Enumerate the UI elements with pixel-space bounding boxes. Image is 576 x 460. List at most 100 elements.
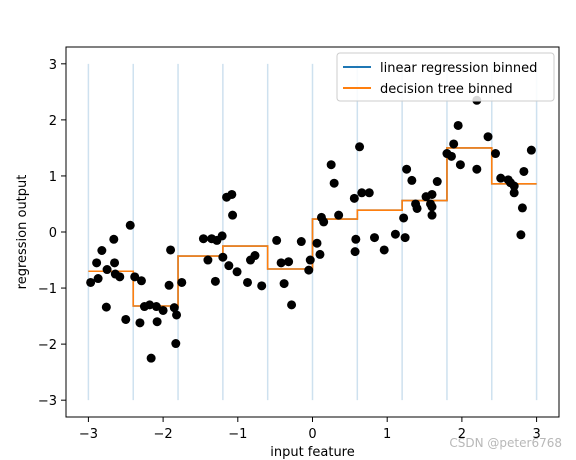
data-point-47 bbox=[287, 300, 297, 310]
data-point-28 bbox=[203, 255, 213, 265]
scatter-points bbox=[86, 95, 536, 363]
data-point-21 bbox=[164, 280, 174, 290]
data-point-83 bbox=[455, 160, 465, 170]
data-point-19 bbox=[152, 317, 162, 327]
data-point-10 bbox=[121, 314, 131, 324]
data-point-62 bbox=[357, 188, 367, 198]
data-point-70 bbox=[407, 175, 417, 185]
legend-box bbox=[336, 52, 555, 102]
y-axis-ticks: −3 −2 −1 0 1 2 3 bbox=[38, 58, 66, 409]
x-tick-label-2: −1 bbox=[228, 427, 247, 442]
data-point-13 bbox=[135, 318, 145, 328]
data-point-59 bbox=[350, 247, 360, 257]
watermark: CSDN @peter6768 bbox=[449, 436, 562, 450]
data-point-26 bbox=[177, 277, 187, 287]
data-point-46 bbox=[284, 257, 294, 267]
data-point-5 bbox=[102, 265, 112, 275]
data-point-30 bbox=[210, 276, 220, 286]
data-point-43 bbox=[272, 235, 282, 245]
data-point-66 bbox=[390, 229, 400, 239]
data-point-57 bbox=[334, 210, 344, 220]
data-point-25 bbox=[172, 310, 182, 320]
data-point-33 bbox=[218, 252, 228, 262]
legend: linear regression binned decision tree b… bbox=[336, 52, 555, 102]
y-tick-label-6: 3 bbox=[49, 58, 57, 73]
data-point-1 bbox=[92, 258, 102, 268]
data-point-23 bbox=[169, 303, 179, 313]
data-point-50 bbox=[305, 255, 315, 265]
data-point-16 bbox=[145, 300, 155, 310]
y-tick-label-0: −3 bbox=[38, 394, 57, 409]
data-point-60 bbox=[351, 234, 361, 244]
data-point-41 bbox=[250, 251, 260, 261]
legend-label-tree: decision tree binned bbox=[380, 82, 513, 97]
data-point-37 bbox=[228, 210, 238, 220]
y-tick-label-1: −2 bbox=[38, 338, 57, 353]
data-point-61 bbox=[355, 142, 365, 152]
data-point-24 bbox=[171, 339, 181, 349]
x-tick-label-5: 2 bbox=[458, 427, 466, 442]
data-point-94 bbox=[517, 203, 527, 213]
data-point-9 bbox=[115, 272, 125, 282]
data-point-2 bbox=[93, 274, 103, 284]
data-point-54 bbox=[319, 217, 329, 227]
y-axis-label: regression output bbox=[15, 175, 30, 290]
data-point-87 bbox=[491, 149, 501, 159]
data-point-48 bbox=[296, 237, 306, 247]
x-tick-label-3: 0 bbox=[308, 427, 316, 442]
y-tick-label-3: 0 bbox=[49, 226, 57, 241]
x-tick-label-4: 1 bbox=[383, 427, 391, 442]
data-point-64 bbox=[370, 233, 379, 243]
data-point-27 bbox=[198, 234, 208, 244]
data-point-52 bbox=[315, 249, 325, 259]
data-point-80 bbox=[446, 151, 456, 161]
data-point-88 bbox=[496, 173, 506, 183]
data-point-36 bbox=[227, 189, 237, 199]
data-point-91 bbox=[509, 181, 519, 191]
data-point-0 bbox=[86, 277, 96, 287]
x-tick-label-0: −3 bbox=[79, 427, 98, 442]
data-point-92 bbox=[509, 188, 519, 198]
data-point-93 bbox=[516, 230, 526, 240]
data-point-38 bbox=[232, 267, 242, 277]
data-point-63 bbox=[364, 188, 374, 198]
data-point-7 bbox=[110, 258, 120, 268]
data-point-11 bbox=[125, 220, 135, 230]
data-point-58 bbox=[349, 193, 359, 203]
x-axis-label: input feature bbox=[270, 445, 355, 460]
data-point-44 bbox=[276, 258, 286, 268]
data-point-45 bbox=[279, 279, 289, 289]
data-point-65 bbox=[379, 245, 389, 255]
data-point-51 bbox=[312, 238, 322, 248]
data-point-76 bbox=[427, 202, 437, 212]
data-point-4 bbox=[101, 302, 111, 312]
data-point-17 bbox=[146, 353, 156, 363]
x-tick-label-6: 3 bbox=[532, 427, 540, 442]
data-point-68 bbox=[400, 233, 410, 243]
data-point-12 bbox=[130, 272, 140, 282]
data-point-72 bbox=[412, 203, 422, 213]
data-point-84 bbox=[472, 164, 482, 174]
data-point-14 bbox=[136, 276, 146, 286]
data-point-81 bbox=[449, 139, 459, 149]
data-point-35 bbox=[224, 261, 234, 271]
data-point-82 bbox=[453, 120, 463, 130]
data-point-75 bbox=[427, 210, 437, 220]
data-point-86 bbox=[483, 132, 493, 142]
data-point-67 bbox=[399, 213, 409, 223]
data-point-56 bbox=[329, 178, 339, 188]
x-tick-label-1: −2 bbox=[154, 427, 173, 442]
legend-label-linear: linear regression binned bbox=[380, 61, 537, 76]
data-point-96 bbox=[526, 145, 536, 155]
data-point-32 bbox=[217, 231, 227, 241]
data-point-39 bbox=[243, 277, 253, 287]
data-point-6 bbox=[109, 234, 119, 244]
y-tick-label-4: 1 bbox=[49, 170, 57, 185]
data-point-49 bbox=[304, 265, 314, 275]
data-point-20 bbox=[158, 305, 168, 315]
data-point-55 bbox=[326, 160, 336, 170]
y-tick-label-2: −1 bbox=[38, 282, 57, 297]
data-point-22 bbox=[166, 245, 176, 255]
data-point-18 bbox=[151, 302, 161, 312]
data-point-78 bbox=[432, 177, 442, 187]
